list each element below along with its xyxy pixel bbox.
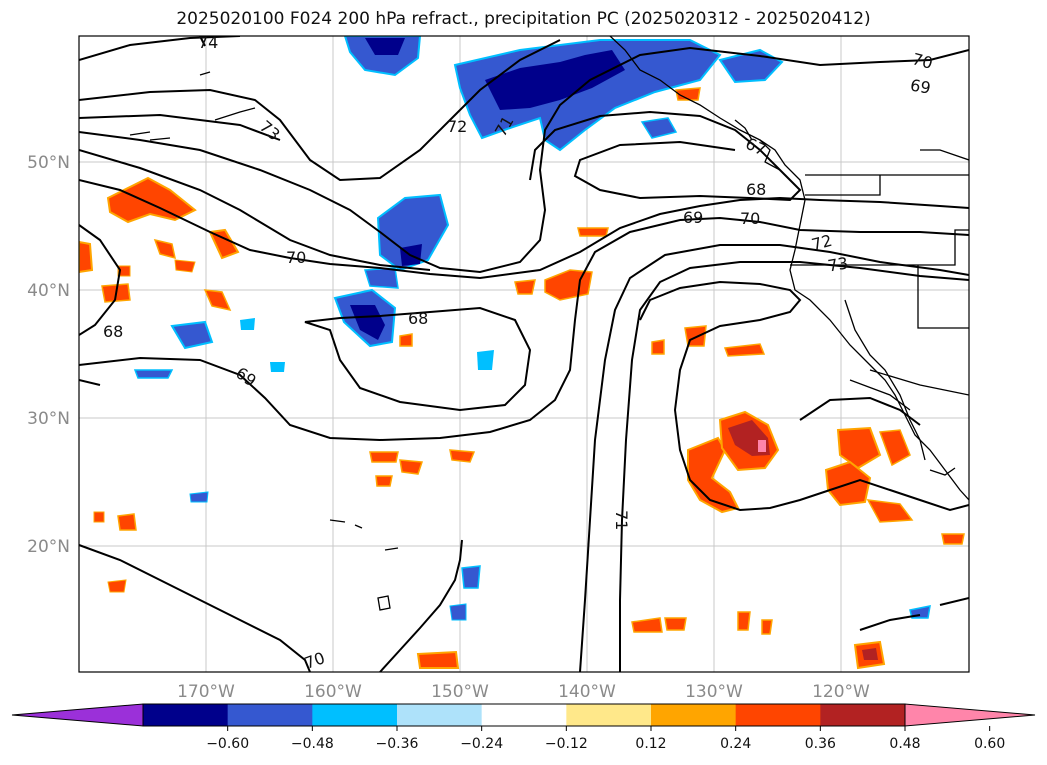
lat-label: 40°N bbox=[27, 281, 70, 301]
contour-label: 73 bbox=[826, 253, 849, 275]
lon-label: 150°W bbox=[431, 682, 489, 702]
precip-negative-areas bbox=[133, 36, 931, 621]
contour-label: 70 bbox=[910, 49, 935, 73]
colorbar-cell bbox=[312, 704, 398, 726]
colorbar-cell bbox=[143, 704, 229, 726]
lon-label: 160°W bbox=[304, 682, 362, 702]
contour-label: 68 bbox=[103, 322, 123, 341]
contour-label: 74 bbox=[198, 33, 218, 52]
lat-label: 20°N bbox=[27, 537, 70, 557]
colorbar-cell bbox=[481, 704, 567, 726]
contour-labels: 74 73 72 71 70 70 69 67 68 69 70 72 73 7… bbox=[103, 33, 935, 673]
colorbar-cell bbox=[397, 704, 483, 726]
colorbar-tick-label: 0.48 bbox=[889, 736, 920, 752]
contour-label: 70 bbox=[286, 248, 306, 267]
contour-label: 68 bbox=[408, 309, 428, 328]
colorbar-outline bbox=[142, 703, 906, 727]
colorbar-tick-label: −0.48 bbox=[291, 736, 334, 752]
lon-label: 130°W bbox=[685, 682, 743, 702]
contour-label: 69 bbox=[909, 75, 932, 97]
map-frame bbox=[78, 35, 970, 673]
contour-label: 72 bbox=[809, 231, 834, 255]
refractivity-contours bbox=[79, 36, 969, 672]
map-plot-area bbox=[79, 36, 969, 672]
colorbar-tick-label: 0.24 bbox=[720, 736, 751, 752]
contour-label: 70 bbox=[302, 648, 328, 673]
colorbar-cell bbox=[566, 704, 652, 726]
colorbar-tick-label: 0.36 bbox=[805, 736, 836, 752]
lon-label: 120°W bbox=[812, 682, 870, 702]
contour-label: 72 bbox=[447, 117, 467, 136]
colorbar-tick-label: −0.36 bbox=[376, 736, 419, 752]
lon-label: 170°W bbox=[177, 682, 235, 702]
map-title: 2025020100 F024 200 hPa refract., precip… bbox=[176, 9, 871, 29]
lat-label: 30°N bbox=[27, 409, 70, 429]
colorbar-cell bbox=[820, 704, 906, 726]
colorbar-cell bbox=[735, 704, 821, 726]
colorbar-tick-label: −0.60 bbox=[206, 736, 249, 752]
colorbar-tick-label: −0.24 bbox=[460, 736, 503, 752]
precip-positive-areas bbox=[79, 87, 965, 670]
contour-label: 68 bbox=[746, 180, 766, 199]
contour-label: 69 bbox=[683, 208, 703, 227]
colorbar: −0.60 −0.48 −0.36 −0.24 −0.12 0.12 0.24 0.36 0.4… bbox=[11, 703, 1036, 752]
colorbar-tick-label: 0.60 bbox=[974, 736, 1005, 752]
colorbar-extend-low bbox=[11, 703, 144, 727]
lon-label: 140°W bbox=[558, 682, 616, 702]
colorbar-cell bbox=[651, 704, 737, 726]
colorbar-tick-label: −0.12 bbox=[545, 736, 588, 752]
colorbar-cell bbox=[227, 704, 313, 726]
contour-label: 71 bbox=[612, 510, 631, 530]
latitude-labels: 50°N 40°N 30°N 20°N bbox=[27, 153, 70, 557]
colorbar-tick-label: 0.12 bbox=[635, 736, 666, 752]
longitude-labels: 170°W 160°W 150°W 140°W 130°W 120°W bbox=[177, 682, 870, 702]
lat-label: 50°N bbox=[27, 153, 70, 173]
contour-label: 70 bbox=[740, 209, 760, 228]
coastlines-borders bbox=[129, 36, 969, 611]
colorbar-extend-high bbox=[904, 703, 1036, 727]
